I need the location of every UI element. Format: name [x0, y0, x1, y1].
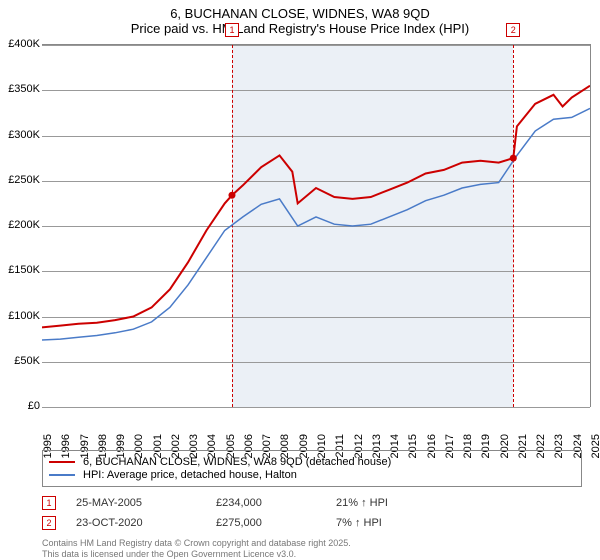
sale-pct: 21% ↑ HPI	[336, 497, 446, 509]
sale-row-marker: 1	[42, 496, 56, 510]
y-tick-label: £50K	[14, 355, 40, 367]
y-tick-label: £250K	[8, 174, 40, 186]
legend-swatch	[49, 461, 75, 463]
sale-point-dot	[228, 192, 235, 199]
sale-point-dot	[510, 155, 517, 162]
legend-label: HPI: Average price, detached house, Halt…	[83, 469, 297, 481]
sale-date: 23-OCT-2020	[76, 517, 216, 529]
sale-row-marker: 2	[42, 516, 56, 530]
y-tick-label: £0	[28, 400, 40, 412]
sale-row: 1 25-MAY-2005£234,00021% ↑ HPI	[42, 496, 582, 510]
series-line	[42, 108, 590, 340]
sale-pct: 7% ↑ HPI	[336, 517, 446, 529]
legend-label: 6, BUCHANAN CLOSE, WIDNES, WA8 9QD (deta…	[83, 456, 391, 468]
series-line	[42, 86, 590, 328]
y-tick-label: £100K	[8, 310, 40, 322]
y-tick-label: £150K	[8, 264, 40, 276]
legend-swatch	[49, 474, 75, 476]
attribution: Contains HM Land Registry data © Crown c…	[42, 538, 351, 560]
y-tick-label: £200K	[8, 219, 40, 231]
y-tick-label: £400K	[8, 38, 40, 50]
sale-marker-box: 2	[506, 23, 520, 37]
address-title: 6, BUCHANAN CLOSE, WIDNES, WA8 9QD	[0, 6, 600, 21]
attribution-line2: This data is licensed under the Open Gov…	[42, 549, 351, 560]
sale-price: £234,000	[216, 497, 336, 509]
legend: 6, BUCHANAN CLOSE, WIDNES, WA8 9QD (deta…	[42, 450, 582, 487]
attribution-line1: Contains HM Land Registry data © Crown c…	[42, 538, 351, 549]
y-tick-label: £300K	[8, 129, 40, 141]
sale-price: £275,000	[216, 517, 336, 529]
legend-item: 6, BUCHANAN CLOSE, WIDNES, WA8 9QD (deta…	[49, 456, 575, 468]
gridline	[42, 407, 590, 408]
sale-date: 25-MAY-2005	[76, 497, 216, 509]
legend-item: HPI: Average price, detached house, Halt…	[49, 469, 575, 481]
sale-marker-box: 1	[225, 23, 239, 37]
chart-area: 12	[42, 44, 591, 407]
y-tick-label: £350K	[8, 83, 40, 95]
line-chart-svg	[42, 45, 590, 407]
sale-row: 2 23-OCT-2020£275,0007% ↑ HPI	[42, 516, 582, 530]
chart-container: 6, BUCHANAN CLOSE, WIDNES, WA8 9QD Price…	[0, 0, 600, 560]
x-tick-label: 2025	[590, 434, 600, 458]
